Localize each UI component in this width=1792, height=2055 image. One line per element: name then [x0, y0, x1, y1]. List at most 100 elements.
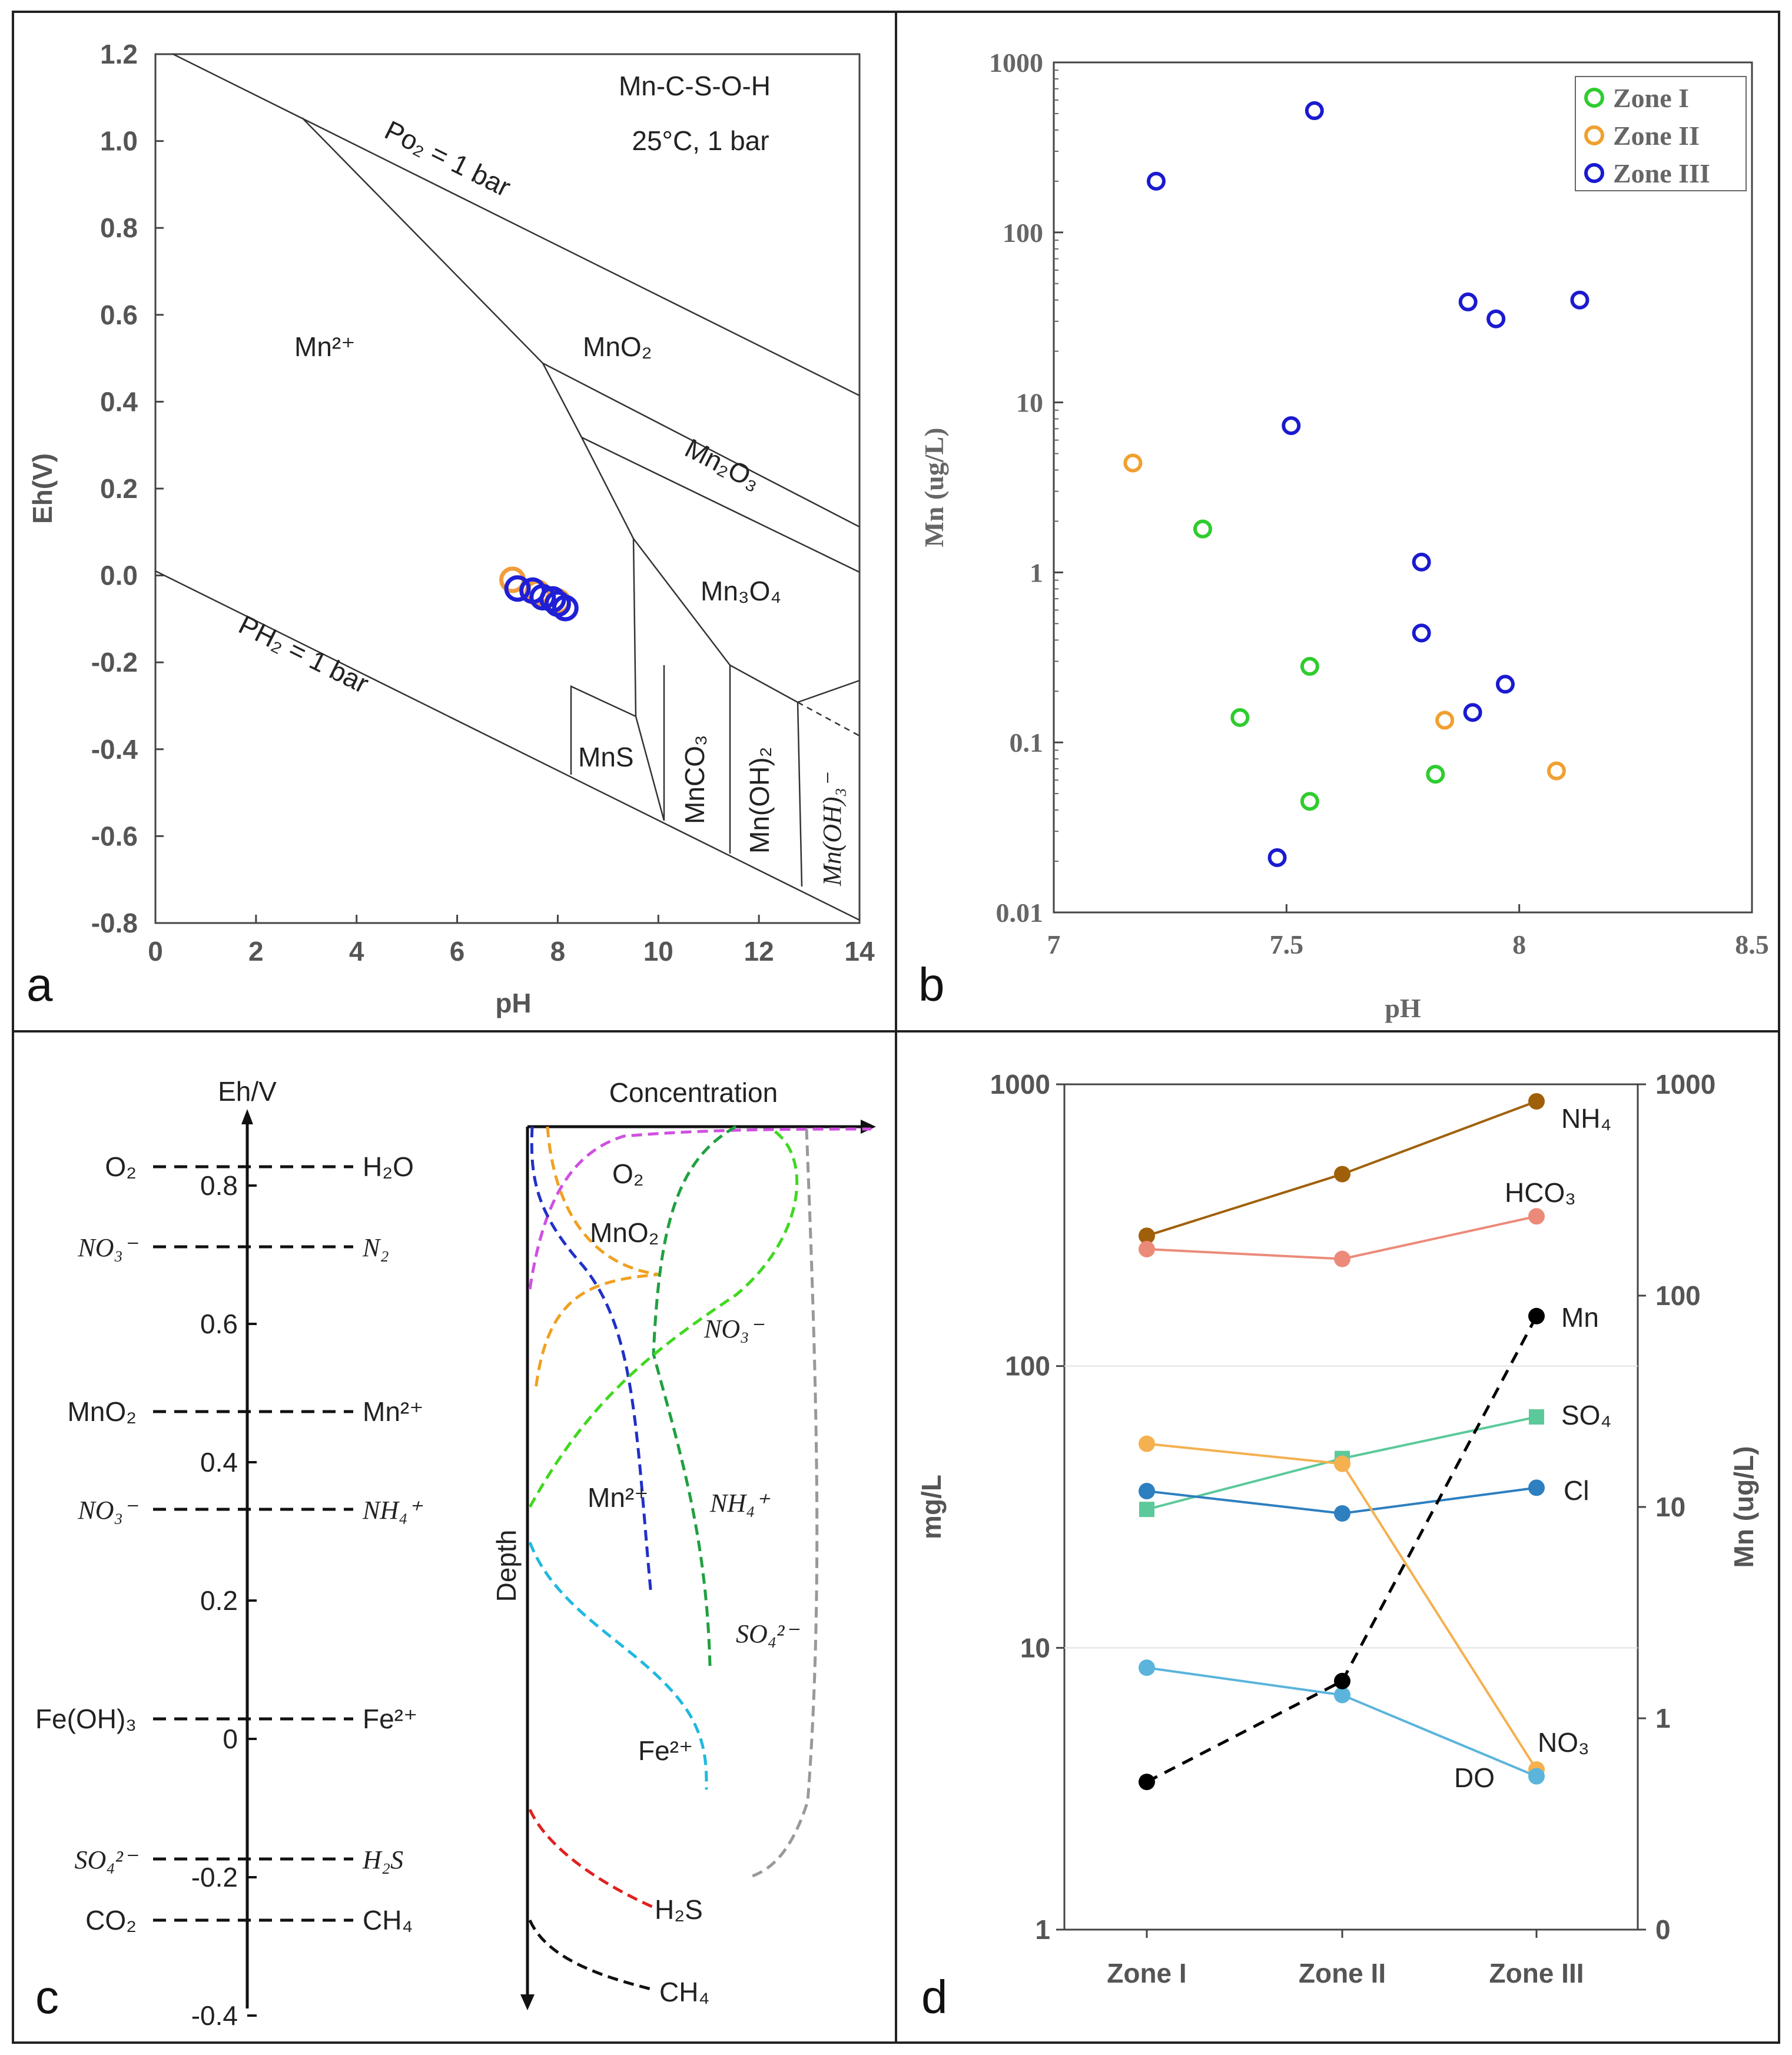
panel-a-xtick-label: 0 [148, 936, 163, 967]
panel-a-chart: 0 2 4 6 8 10 12 14 -0.8 -0.6 -0.4 -0.2 0.0 0.2 0.4 0.6… [27, 39, 875, 1018]
boundary-mnoh2-mnoh3 [797, 702, 803, 887]
boundary-mno2-mn2o3 [542, 362, 860, 528]
label-po2: Po₂ = 1 bar [380, 114, 516, 202]
eh-axis-label: Eh/V [218, 1076, 277, 1107]
panel-a-xtick-label: 12 [744, 936, 774, 967]
field-mn2: Mn²⁺ [294, 331, 356, 362]
panel-a-ytick-label: 0.6 [100, 300, 138, 330]
panel-b-point [1426, 765, 1445, 784]
panel-b-point [1230, 708, 1250, 727]
boundary-mnoh2-mn3o4 [729, 664, 798, 703]
panel-c-letter: c [35, 1971, 59, 2023]
redox-oxidant: NO₃⁻ [77, 1233, 138, 1262]
panel-a-ytick-label: 1.2 [100, 39, 138, 69]
panel-a-xtick-label: 10 [643, 936, 673, 967]
panel-b-point [1458, 292, 1478, 311]
panel-a-xtick-label: 2 [248, 936, 264, 967]
panel-d-point [1139, 1227, 1155, 1244]
profile-no3: NO₃⁻ [703, 1314, 765, 1343]
panel-a-xtick-label: 6 [450, 936, 465, 967]
boundary-dashed [797, 701, 860, 737]
panel-b-point [1123, 453, 1143, 473]
depth-arrow [520, 1994, 535, 2010]
panel-d-point [1334, 1166, 1350, 1183]
field-mn3o4: Mn₃O₄ [701, 576, 781, 606]
panel-b-point [1486, 309, 1506, 328]
panel-b-point [1570, 290, 1589, 310]
panel-b-legend-label: Zone III [1613, 158, 1710, 188]
boundary-mn2-mns-right [632, 538, 637, 717]
panel-c-diagram: Eh/V 0.8 0.6 0.4 0.2 0 -0.2 -0.4 O₂ H₂O NO₃⁻ N₂ Mn… [35, 1076, 876, 2031]
redox-reductant: Fe²⁺ [363, 1704, 417, 1734]
panel-d-series-label: NO₃ [1538, 1727, 1589, 1758]
panel-d-xtick-label: Zone I [1107, 1958, 1186, 1988]
panel-d-point [1139, 1659, 1155, 1676]
panel-d-point [1139, 1241, 1155, 1258]
profile-h2s: H₂S [655, 1894, 703, 1925]
panel-b-point [1300, 657, 1319, 676]
redox-oxidant: Fe(OH)₃ [35, 1704, 137, 1734]
redox-oxidant: MnO₂ [67, 1396, 137, 1427]
boundary-mn2-mn2o3a [542, 363, 583, 438]
redox-oxidant: O₂ [105, 1151, 137, 1182]
panel-d-series-line [1146, 1442, 1538, 1771]
panel-d-point [1139, 1483, 1155, 1500]
panel-d-series-label: Mn [1561, 1302, 1599, 1333]
panel-b-ytick-label: 100 [1003, 218, 1043, 248]
panel-b-letter: b [918, 958, 945, 1011]
panel-b-point [1495, 675, 1515, 694]
panel-a-ytick-label: 0.8 [100, 213, 138, 243]
h2-line [155, 570, 860, 921]
panel-a-ytick-label: 0.2 [100, 473, 138, 504]
panel-b-xtick-label: 8 [1512, 929, 1526, 960]
field-mno2: MnO₂ [583, 331, 652, 362]
panel-d-point [1528, 1479, 1545, 1496]
field-mnco3: MnCO₃ [679, 735, 710, 824]
panel-d-point [1139, 1502, 1154, 1518]
panel-d-ytick-label: 1 [1035, 1914, 1050, 1945]
fe2-curve [528, 1542, 708, 1790]
panel-d-ylabel: mg/L [916, 1475, 947, 1539]
panel-a-ytick-label: 1.0 [100, 126, 138, 157]
panel-d-xtick-label: Zone III [1489, 1958, 1584, 1988]
panel-d-point [1334, 1687, 1350, 1704]
panel-a-ytick-label: -0.4 [91, 734, 138, 765]
panel-b-legend-marker [1584, 88, 1604, 108]
panel-b-xtick-label: 7.5 [1270, 929, 1304, 960]
panel-a-ytick-label: 0.4 [100, 386, 138, 417]
panel-d-series-label: SO₄ [1561, 1400, 1611, 1430]
profile-fe2: Fe²⁺ [638, 1735, 693, 1766]
panel-b-point [1146, 171, 1166, 191]
panel-d-point [1139, 1435, 1155, 1452]
redox-reductant: NH₄⁺ [362, 1496, 423, 1525]
field-mnoh2: Mn(OH)₂ [744, 747, 775, 854]
eh-tick-label: -0.2 [191, 1862, 238, 1893]
panel-d-ytick-label: 10 [1020, 1632, 1050, 1663]
panel-b-point [1412, 623, 1431, 643]
redox-oxidant: SO₄²⁻ [75, 1845, 139, 1874]
panel-d-chart: 1 10 100 1000 0 1 10 100 1000 Zone I Zone II Zone… [916, 1069, 1759, 1988]
profile-curves [528, 1125, 872, 1991]
panel-a-ylabel: Eh(V) [27, 453, 58, 524]
label-ph2: PH₂ = 1 bar [234, 609, 374, 699]
panel-d-y2tick-label: 100 [1655, 1280, 1701, 1311]
panel-b-xtick-label: 7 [1047, 929, 1061, 960]
panel-d-series-label: DO [1454, 1762, 1495, 1793]
panel-a-title: Mn-C-S-O-H [619, 71, 771, 101]
panel-d-y2tick-label: 10 [1655, 1492, 1685, 1522]
o2-curve [528, 1127, 872, 1290]
eh-tick-label: 0.4 [200, 1447, 238, 1478]
pourbaix-boundaries [155, 53, 860, 921]
eh-tick-label: 0.2 [200, 1585, 238, 1616]
profile-o2: O₂ [612, 1158, 644, 1189]
profile-ch4: CH₄ [659, 1977, 709, 2007]
profile-nh4: NH₄⁺ [709, 1489, 771, 1518]
boundary-mn2-mn2o3b [580, 437, 635, 539]
eh-axis-arrow [241, 1109, 253, 1124]
depth-label: Depth [491, 1530, 522, 1602]
panel-b-ytick-label: 10 [1016, 388, 1043, 418]
panel-b-point [1267, 848, 1287, 867]
field-mnoh3: Mn(OH)₃⁻ [818, 772, 847, 887]
